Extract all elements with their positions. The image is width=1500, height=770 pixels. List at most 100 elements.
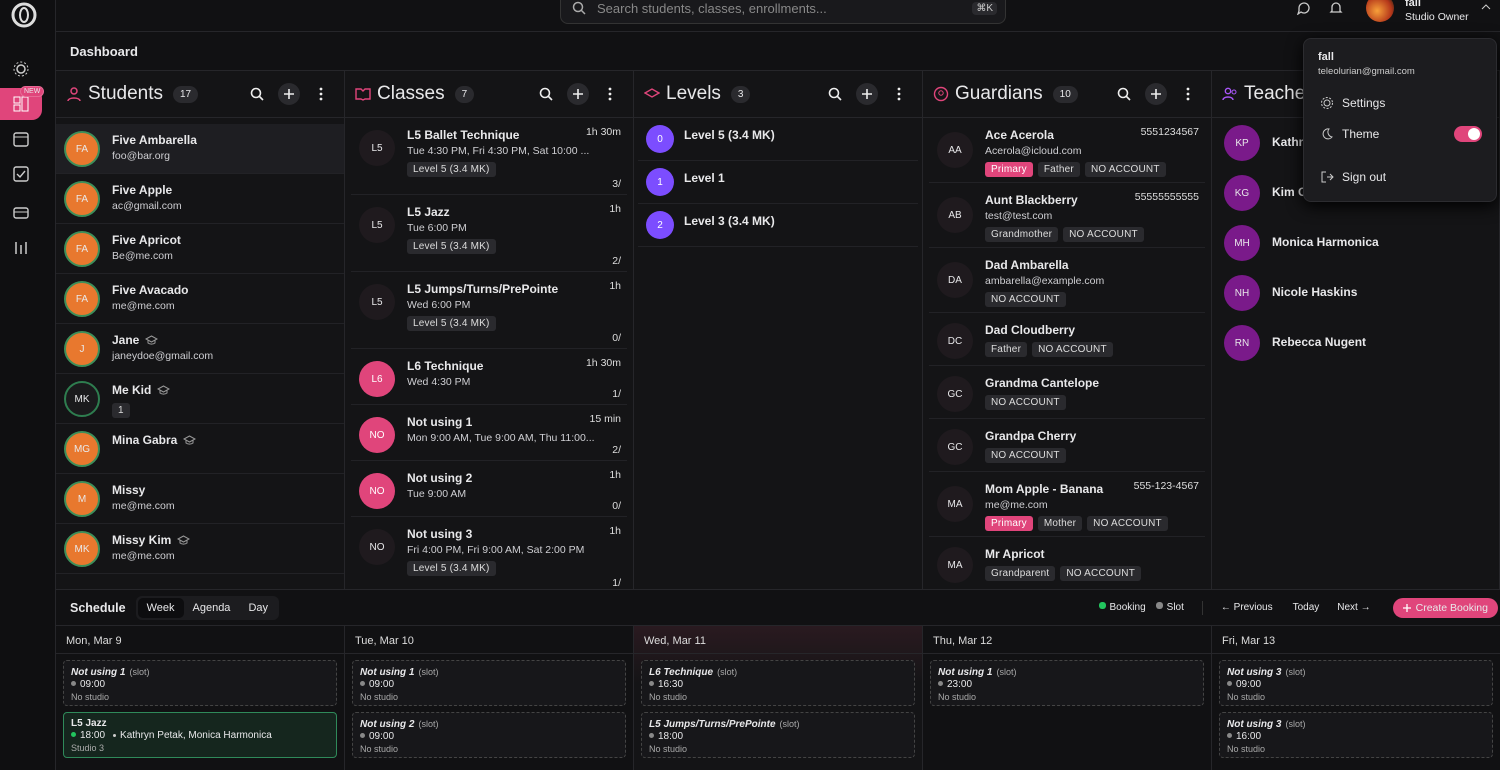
- teacher-row[interactable]: KG Kim G: [1216, 168, 1495, 218]
- view-tab[interactable]: Day: [248, 601, 268, 614]
- guardian-row[interactable]: MA Mom Apple - Banana me@me.com Primary Moth…: [929, 472, 1205, 537]
- nav-calendar[interactable]: [13, 131, 29, 147]
- classe-row[interactable]: L5 L5 Jumps/Turns/PrePointe Wed 6:00 PM Lev…: [351, 272, 627, 349]
- event-time-line: 09:00: [1227, 679, 1485, 691]
- guardian-row[interactable]: GC Grandma Cantelope NO ACCOUNT: [929, 366, 1205, 419]
- event-card[interactable]: Not using 1 (slot) 09:00 No studio: [352, 660, 626, 706]
- guardian-row[interactable]: MA Mr Apricot Grandparent NO ACCOUNT: [929, 537, 1205, 589]
- messages-icon[interactable]: [1297, 1, 1311, 15]
- menu-item[interactable]: Sign out: [1304, 161, 1496, 192]
- student-row[interactable]: FA Five Ambarella foo@bar.org: [56, 124, 344, 174]
- info: Five Avacado me@me.com: [112, 281, 188, 312]
- guardian-row[interactable]: DC Dad Cloudberry Father NO ACCOUNT: [929, 313, 1205, 366]
- notifications-icon[interactable]: [1329, 1, 1343, 15]
- student-row[interactable]: MG Mina Gabra: [56, 424, 344, 474]
- guardian-row[interactable]: GC Grandpa Cherry NO ACCOUNT: [929, 419, 1205, 472]
- icon-part: [1297, 2, 1310, 15]
- icon-part: [933, 86, 949, 102]
- theme-toggle[interactable]: [1454, 125, 1482, 142]
- more-button[interactable]: [310, 83, 332, 105]
- guardian-avatar: GC: [937, 429, 973, 465]
- classe-row[interactable]: L6 L6 Technique Wed 4:30 PM 1h 30m 1/: [351, 349, 627, 405]
- search-button[interactable]: [1113, 83, 1135, 105]
- event-card[interactable]: Not using 2 (slot) 09:00 No studio: [352, 712, 626, 758]
- icon-part: [1151, 89, 1161, 99]
- level-row[interactable]: 2 Level 3 (3.4 MK): [638, 204, 918, 247]
- more-button[interactable]: [599, 83, 621, 105]
- student-row[interactable]: MK Missy Kim me@me.com: [56, 524, 344, 574]
- menu-item[interactable]: Settings: [1304, 87, 1496, 118]
- guardian-avatar: MA: [937, 547, 973, 583]
- view-tab[interactable]: Week: [137, 597, 184, 618]
- teacher-row[interactable]: NH Nicole Haskins: [1216, 268, 1495, 318]
- chevron[interactable]: [1481, 3, 1491, 11]
- classe-row[interactable]: NO Not using 3 Fri 4:00 PM, Fri 9:00 AM, S…: [351, 517, 627, 589]
- column-tools: [246, 83, 344, 105]
- event-card[interactable]: L6 Technique (slot) 16:30 No studio: [641, 660, 915, 706]
- class-schedule: Tue 4:30 PM, Fri 4:30 PM, Sat 10:00 ...: [407, 145, 590, 157]
- add-button[interactable]: [278, 83, 300, 105]
- search-button[interactable]: [246, 83, 268, 105]
- info: Missy me@me.com: [112, 481, 175, 512]
- search-box[interactable]: Search students, classes, enrollments...…: [560, 0, 1006, 24]
- level-row[interactable]: 1 Level 1: [638, 161, 918, 204]
- classe-row[interactable]: L5 L5 Ballet Technique Tue 4:30 PM, Fri 4:…: [351, 118, 627, 195]
- user-avatar[interactable]: [1366, 0, 1394, 22]
- student-row[interactable]: MK Me Kid 1: [56, 374, 344, 424]
- info: L5 Ballet Technique Tue 4:30 PM, Fri 4:30…: [407, 126, 589, 177]
- tags: Grandparent NO ACCOUNT: [985, 561, 1146, 581]
- nav-reports[interactable]: [13, 240, 29, 256]
- tag: Grandmother: [985, 227, 1059, 242]
- level-row[interactable]: 0 Level 5 (3.4 MK): [638, 118, 918, 161]
- next-button[interactable]: Next →: [1337, 602, 1371, 613]
- event-dot: [1227, 681, 1232, 686]
- count-badge: 3: [730, 85, 751, 103]
- classe-row[interactable]: NO Not using 2 Tue 9:00 AM 1h 0/: [351, 461, 627, 517]
- tag: Primary: [985, 516, 1033, 531]
- avatar: FA: [64, 131, 100, 167]
- guardian-row[interactable]: AB Aunt Blackberry test@test.com Grandmothe…: [929, 183, 1205, 248]
- event-card[interactable]: Not using 1 (slot) 09:00 No studio: [63, 660, 337, 706]
- event-card[interactable]: L5 Jumps/Turns/PrePointe (slot) 18:00 No st…: [641, 712, 915, 758]
- teacher-row[interactable]: RN Rebecca Nugent: [1216, 318, 1495, 368]
- student-row[interactable]: J Jane janeydoe@gmail.com: [56, 324, 344, 374]
- more-button[interactable]: [888, 83, 910, 105]
- tag: NO ACCOUNT: [985, 395, 1066, 410]
- nav-settings[interactable]: [13, 61, 29, 77]
- event-card[interactable]: Not using 1 (slot) 23:00 No studio: [930, 660, 1204, 706]
- nav-billing[interactable]: [13, 205, 29, 221]
- classe-row[interactable]: NO Not using 1 Mon 9:00 AM, Tue 9:00 AM, T…: [351, 405, 627, 461]
- event-title: L5 Jumps/Turns/PrePointe: [649, 719, 776, 730]
- icon-part: [250, 87, 262, 99]
- student-name: Missy Kim: [112, 533, 172, 547]
- nav-tasks[interactable]: [13, 166, 29, 182]
- search-button[interactable]: [535, 83, 557, 105]
- event-time-line: 16:30: [649, 679, 907, 691]
- student-row[interactable]: FA Five Apple ac@gmail.com: [56, 174, 344, 224]
- classe-row[interactable]: L5 L5 Jazz Tue 6:00 PM Level 5 (3.4 MK) 1h 2/: [351, 195, 627, 272]
- menu-item[interactable]: Theme: [1304, 118, 1496, 149]
- student-row[interactable]: FA Five Apricot Be@me.com: [56, 224, 344, 274]
- add-button[interactable]: [856, 83, 878, 105]
- event-title-line: Not using 1 (slot): [938, 666, 1196, 679]
- more-button[interactable]: [1177, 83, 1199, 105]
- previous-button[interactable]: ← Previous: [1220, 602, 1273, 613]
- teacher-row[interactable]: MH Monica Harmonica: [1216, 218, 1495, 268]
- guardian-phone: 55555555555: [1134, 191, 1199, 203]
- student-row[interactable]: FA Five Avacado me@me.com: [56, 274, 344, 324]
- event-card[interactable]: L5 Jazz 18:00 Kathryn Petak, Monica Harmon…: [63, 712, 337, 758]
- create-booking-button[interactable]: Create Booking: [1392, 597, 1498, 618]
- info: Five Ambarella foo@bar.org: [112, 131, 197, 162]
- class-avatar: NO: [359, 417, 395, 453]
- guardian-row[interactable]: DA Dad Ambarella ambarella@example.com NO A…: [929, 248, 1205, 313]
- search-button[interactable]: [824, 83, 846, 105]
- guardian-email: ambarella@example.com: [985, 275, 1105, 287]
- event-card[interactable]: Not using 3 (slot) 09:00 No studio: [1219, 660, 1493, 706]
- today-button[interactable]: Today: [1292, 602, 1320, 613]
- add-button[interactable]: [567, 83, 589, 105]
- view-tab[interactable]: Agenda: [192, 601, 231, 614]
- event-card[interactable]: Not using 3 (slot) 16:00 No studio: [1219, 712, 1493, 758]
- add-button[interactable]: [1145, 83, 1167, 105]
- student-row[interactable]: M Missy me@me.com: [56, 474, 344, 524]
- guardian-row[interactable]: AA Ace Acerola Acerola@icloud.com Primary Fa…: [929, 118, 1205, 183]
